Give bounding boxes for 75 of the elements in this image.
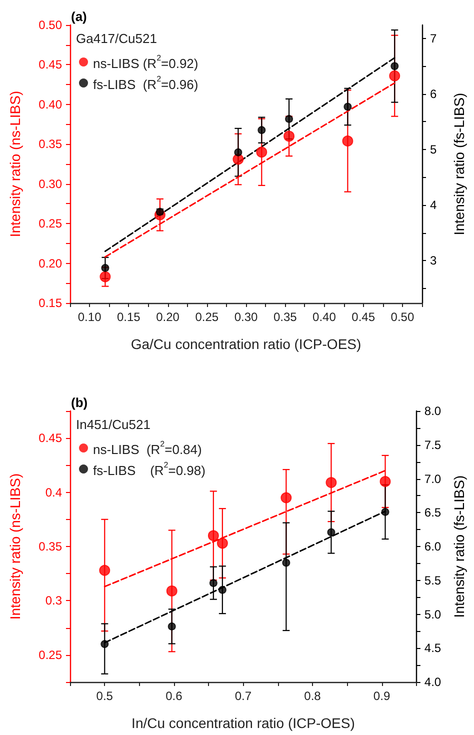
y-tick-label: 0.30	[38, 176, 62, 191]
x-tick-label: 0.15	[116, 310, 141, 324]
y-tick-label: 0.20	[38, 256, 62, 270]
x-tick-label: 0.35	[273, 310, 298, 324]
point	[258, 126, 266, 134]
y2-tick-label: 6.0	[424, 540, 442, 554]
y2-tick-label: 4	[430, 198, 437, 212]
point	[99, 564, 110, 576]
x-tick-label: 0.25	[195, 310, 219, 324]
y2-tick-label: 5.0	[424, 607, 442, 622]
legend-title: Ga417/Cu521	[76, 31, 157, 46]
x-axis-title: In/Cu concentration ratio (ICP-OES)	[132, 715, 355, 731]
point	[389, 70, 400, 82]
x-tick-label: 0.20	[156, 310, 180, 324]
y2-tick-label: 6.5	[424, 506, 442, 520]
y-tick-label: 0.45	[38, 431, 62, 446]
y-tick-label: 0.25	[38, 648, 62, 662]
point	[208, 530, 219, 542]
y-axis-title: Intensity ratio (ns-LIBS)	[7, 473, 23, 620]
y-tick-label: 0.25	[38, 216, 62, 231]
y-axis-title: Intensity ratio (ns-LIBS)	[7, 90, 23, 238]
point	[327, 528, 336, 536]
y-tick-label: 0.35	[38, 540, 62, 554]
x-tick-label: 0.6	[166, 689, 183, 703]
point	[342, 135, 354, 146]
point	[381, 508, 390, 516]
point	[218, 586, 226, 594]
point	[100, 271, 111, 282]
point	[344, 102, 352, 111]
y2-tick-label: 7.5	[424, 438, 442, 452]
y2-tick-label: 5	[430, 142, 437, 157]
y2-tick-label: 3	[430, 254, 437, 268]
y-tick-label: 0.45	[38, 58, 62, 72]
x-tick-label: 0.8	[304, 689, 322, 703]
chart-title: (a)	[71, 9, 87, 24]
x-tick-label: 0.9	[373, 689, 390, 703]
y2-tick-label: 7.0	[424, 472, 442, 486]
point	[166, 585, 178, 596]
y2-axis-title: Intensity ratio (fs-LIBS)	[451, 475, 467, 618]
point	[326, 477, 337, 488]
point	[100, 640, 109, 648]
x-tick-label: 0.7	[234, 689, 252, 703]
point	[380, 476, 391, 487]
y-tick-label: 0.50	[38, 18, 62, 32]
x-tick-label: 0.30	[234, 310, 258, 324]
y2-axis-title: Intensity ratio (fs-LIBS)	[451, 92, 467, 236]
x-tick-label: 0.10	[78, 310, 102, 324]
y2-tick-label: 6	[430, 86, 437, 101]
y-tick-label: 0.40	[38, 97, 62, 112]
point	[256, 146, 268, 158]
chart-title: (b)	[71, 395, 88, 410]
x-axis-title: Ga/Cu concentration ratio (ICP-OES)	[130, 336, 362, 352]
x-tick-label: 0.45	[352, 310, 376, 324]
point	[390, 62, 399, 70]
point	[282, 558, 290, 567]
y2-tick-label: 5.5	[424, 573, 442, 588]
point	[168, 622, 176, 630]
y-tick-label: 0.4	[45, 485, 62, 500]
y2-tick-label: 8.0	[424, 404, 442, 418]
y-tick-label: 0.15	[38, 296, 62, 310]
point	[234, 148, 242, 156]
point	[284, 130, 295, 142]
y2-tick-label: 4.0	[424, 675, 442, 689]
x-tick-label: 0.5	[96, 689, 114, 703]
y-tick-label: 0.35	[38, 137, 62, 152]
y2-tick-label: 4.5	[424, 641, 442, 656]
point	[216, 538, 228, 549]
legend-title: In451/Cu521	[76, 417, 150, 432]
x-tick-label: 0.40	[312, 310, 336, 324]
point	[101, 264, 110, 272]
x-tick-label: 0.50	[390, 310, 414, 324]
y-tick-label: 0.3	[45, 594, 62, 608]
point	[280, 492, 292, 504]
point	[285, 114, 294, 123]
y2-tick-label: 7	[430, 31, 437, 46]
